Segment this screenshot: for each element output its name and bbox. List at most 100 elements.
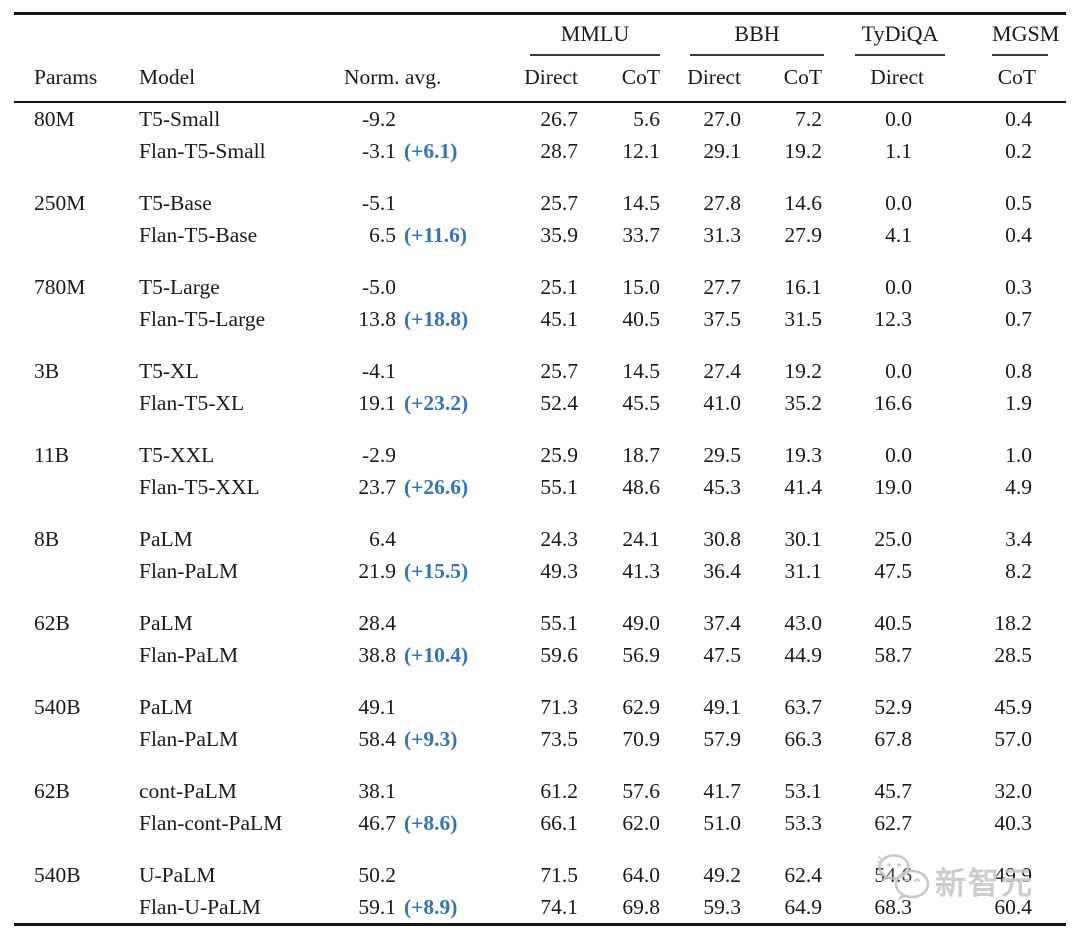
model-group: 62B cont-PaLM 38.1 61.2 57.6 41.7 53.1 45.7 32.0… (14, 755, 1066, 839)
table-row: 3B T5-XL -4.1 25.7 14.5 27.4 19.2 0.0 0.8 (14, 335, 1066, 387)
metric-value-cell: 47.5 (874, 559, 913, 583)
table-row: Flan-T5-Base 6.5 (+11.6) 35.9 33.7 31.3 27.9 4.… (14, 219, 1066, 251)
model-cell: T5-XL (139, 359, 199, 383)
metric-value-cell: 27.9 (784, 223, 823, 247)
group-label: TyDiQA (855, 19, 946, 56)
metric-value-cell: 29.5 (703, 443, 742, 467)
norm-avg-cell: 28.4 (324, 587, 514, 639)
metric-value-cell: 45.5 (622, 391, 661, 415)
metric-value-cell: 62.0 (622, 811, 661, 835)
norm-avg-value: 38.8 (358, 643, 396, 667)
model-group: 3B T5-XL -4.1 25.7 14.5 27.4 19.2 0.0 0.8 Flan-T5… (14, 335, 1066, 419)
params-cell: 3B (34, 359, 60, 383)
metric-value-cell: 41.0 (703, 391, 742, 415)
metric-value-cell: 57.0 (994, 727, 1033, 751)
model-group: 540B U-PaLM 50.2 71.5 64.0 49.2 62.4 54.6 49.9 Fl… (14, 839, 1066, 925)
norm-avg-cell: 38.1 (324, 755, 514, 807)
metric-value-cell: 64.0 (622, 863, 661, 887)
column-header-row: Params Model Norm. avg. Direct CoT Direc… (14, 56, 1067, 103)
group-label: MMLU (530, 19, 661, 56)
norm-avg-value: 19.1 (358, 391, 396, 415)
metric-value-cell: 4.9 (1005, 475, 1033, 499)
spacer-cell (14, 14, 119, 57)
metric-value-cell: 62.7 (874, 811, 913, 835)
table-row: Flan-U-PaLM 59.1 (+8.9) 74.1 69.8 59.3 64.9 68.… (14, 891, 1066, 925)
metric-value-cell: 44.9 (784, 643, 823, 667)
params-header: Params (14, 56, 119, 103)
norm-avg-cell: 13.8 (+18.8) (324, 303, 514, 335)
params-cell (14, 471, 119, 503)
metric-value-cell: 45.9 (994, 695, 1033, 719)
group-header-bbh: BBH (666, 14, 828, 56)
norm-avg-cell: -2.9 (324, 419, 514, 471)
model-cell: Flan-T5-Small (139, 139, 266, 163)
params-cell (14, 135, 119, 167)
table-row: Flan-T5-Small -3.1 (+6.1) 28.7 12.1 29.1 19.2 1… (14, 135, 1066, 167)
metric-value-cell: 32.0 (994, 779, 1033, 803)
metric-value-cell: 68.3 (874, 895, 913, 919)
norm-avg-value: 58.4 (358, 727, 396, 751)
params-cell: 250M (34, 191, 86, 215)
norm-avg-cell: 6.4 (324, 503, 514, 555)
model-header: Model (119, 56, 324, 103)
norm-avg-delta: (+26.6) (404, 475, 469, 499)
norm-avg-value: 38.1 (358, 779, 396, 803)
group-label: BBH (690, 19, 825, 56)
metric-value-cell: 48.6 (622, 475, 661, 499)
norm-avg-delta: (+15.5) (404, 559, 469, 583)
metric-value-cell: 31.5 (784, 307, 823, 331)
model-group: 250M T5-Base -5.1 25.7 14.5 27.8 14.6 0.0 0.5 Fla… (14, 167, 1066, 251)
metric-value-cell: 18.7 (622, 443, 661, 467)
model-cell: Flan-PaLM (139, 727, 239, 751)
norm-avg-value: -5.1 (361, 191, 396, 215)
metric-value-cell: 49.1 (703, 695, 742, 719)
metric-value-cell: 31.1 (784, 559, 823, 583)
metric-value-cell: 53.1 (784, 779, 823, 803)
metric-value-cell: 30.8 (703, 527, 742, 551)
metric-value-cell: 0.0 (885, 191, 913, 215)
metric-value-cell: 0.4 (1005, 107, 1033, 131)
model-cell: Flan-U-PaLM (139, 895, 261, 919)
metric-value-cell: 71.3 (540, 695, 578, 719)
model-group: 11B T5-XXL -2.9 25.9 18.7 29.5 19.3 0.0 1.0 Flan-… (14, 419, 1066, 503)
table-header: MMLU BBH TyDiQA MGSM Params Model Norm. … (14, 14, 1067, 103)
mgsm-cot-header: CoT (948, 56, 1067, 103)
norm-avg-delta: (+23.2) (404, 391, 469, 415)
model-cell: Flan-cont-PaLM (139, 811, 283, 835)
norm-avg-cell: 59.1 (+8.9) (324, 891, 514, 925)
metric-value-cell: 52.9 (874, 695, 913, 719)
metric-value-cell: 57.9 (703, 727, 742, 751)
metric-value-cell: 69.8 (622, 895, 661, 919)
metric-value-cell: 33.7 (622, 223, 661, 247)
model-cell: U-PaLM (139, 863, 216, 887)
metric-value-cell: 7.2 (795, 107, 823, 131)
norm-avg-cell: 38.8 (+10.4) (324, 639, 514, 671)
model-cell: PaLM (139, 611, 193, 635)
norm-avg-value: 13.8 (358, 307, 396, 331)
metric-value-cell: 27.4 (703, 359, 742, 383)
metric-value-cell: 24.3 (540, 527, 578, 551)
tydiqa-direct-header: Direct (828, 56, 949, 103)
params-cell: 11B (34, 443, 70, 467)
model-cell: T5-Small (139, 107, 221, 131)
norm-avg-cell: 46.7 (+8.6) (324, 807, 514, 839)
norm-avg-value: -5.0 (361, 275, 396, 299)
metric-value-cell: 37.5 (703, 307, 742, 331)
model-cell: T5-XXL (139, 443, 215, 467)
metric-value-cell: 45.7 (874, 779, 913, 803)
group-header-tydiqa: TyDiQA (828, 14, 948, 56)
metric-value-cell: 0.2 (1005, 139, 1033, 163)
table-row: 62B PaLM 28.4 55.1 49.0 37.4 43.0 40.5 18.2 (14, 587, 1066, 639)
metric-value-cell: 0.3 (1005, 275, 1033, 299)
metric-value-cell: 30.1 (784, 527, 823, 551)
metric-value-cell: 25.9 (540, 443, 578, 467)
metric-value-cell: 28.5 (994, 643, 1033, 667)
metric-value-cell: 5.6 (633, 107, 661, 131)
metric-value-cell: 25.0 (874, 527, 913, 551)
metric-value-cell: 40.5 (622, 307, 661, 331)
metric-value-cell: 0.0 (885, 275, 913, 299)
metric-value-cell: 45.1 (540, 307, 578, 331)
params-cell (14, 723, 119, 755)
model-cell: PaLM (139, 695, 193, 719)
norm-avg-cell: -3.1 (+6.1) (324, 135, 514, 167)
